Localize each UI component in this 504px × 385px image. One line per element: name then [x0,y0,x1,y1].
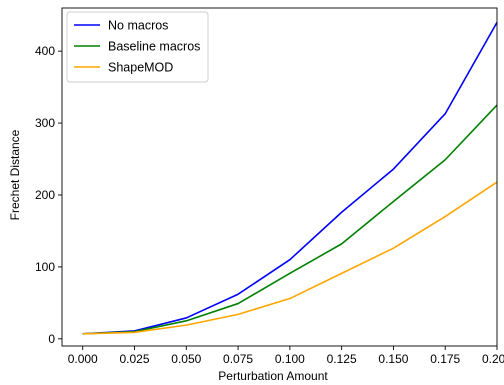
x-tick-label: 0.100 [275,352,305,366]
y-tick-label: 400 [35,44,55,58]
legend-label: No macros [108,19,168,33]
x-axis-label: Perturbation Amount [218,369,328,383]
y-tick-label: 200 [35,188,55,202]
legend: No macros Baseline macros ShapeMOD [66,11,209,83]
x-tick-label: 0.150 [378,352,408,366]
x-tick-label: 0.075 [223,352,253,366]
y-axis-label: Frechet Distance [8,129,22,220]
y-tick-label: 100 [35,260,55,274]
y-tick-label: 0 [48,332,55,346]
x-tick-label: 0.175 [430,352,460,366]
x-tick-label: 0.200 [482,352,504,366]
y-tick-label: 300 [35,116,55,130]
legend-box [66,11,209,83]
x-tick-label: 0.025 [119,352,149,366]
axes-frame [61,7,498,347]
axes-layer: 0.000 0.025 0.050 0.075 0.100 0.125 0.150 0.175… [35,7,504,366]
legend-label: Baseline macros [108,40,200,54]
x-tick-label: 0.125 [327,352,357,366]
series-layer [82,21,498,335]
x-tick-label: 0.050 [171,352,201,366]
x-tick-label: 0.000 [68,352,98,366]
series-line-shapemod [82,181,498,335]
legend-label: ShapeMOD [108,61,173,75]
series-line-baseline-macros [82,104,498,335]
series-line-no-macros [82,21,498,335]
